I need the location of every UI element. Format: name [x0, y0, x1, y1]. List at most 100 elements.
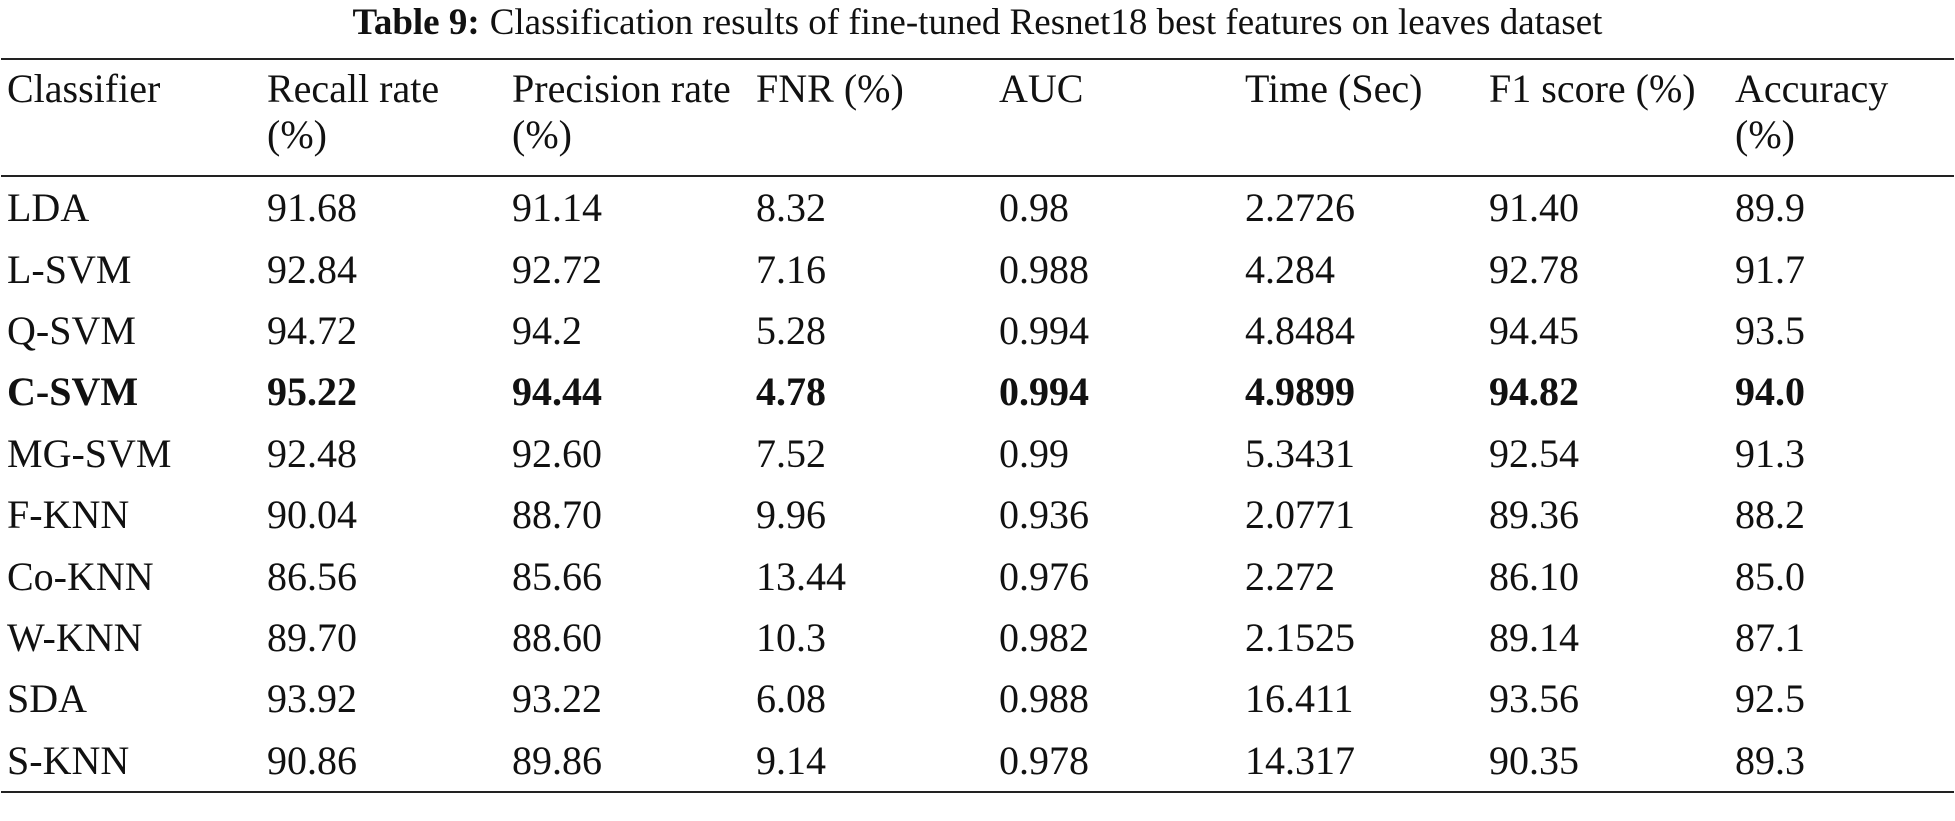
cell: 94.0: [1735, 369, 1805, 415]
cell: 93.5: [1735, 307, 1805, 353]
header-cell: AUC: [999, 66, 1084, 111]
header-cell: F1 score (%): [1489, 66, 1696, 111]
cell: 92.48: [267, 430, 357, 476]
cell: 8.32: [756, 185, 826, 231]
cell: 93.92: [267, 676, 357, 722]
cell: 2.0771: [1245, 492, 1355, 538]
cell: 2.2726: [1245, 185, 1355, 231]
cell: 7.52: [756, 430, 826, 476]
cell: 90.35: [1489, 737, 1579, 783]
row-label: MG-SVM: [7, 430, 172, 476]
cell: 5.28: [756, 307, 826, 353]
cell: 94.2: [512, 307, 582, 353]
cell: 91.40: [1489, 185, 1579, 231]
row-label: Co-KNN: [7, 553, 154, 599]
cell: 4.8484: [1245, 307, 1355, 353]
header-cell: Precision rate (%): [512, 66, 731, 157]
cell: 88.60: [512, 614, 602, 660]
table-row: LDA 91.68 91.14 8.32 0.98 2.2726 91.40 89.9: [1, 176, 1954, 238]
cell: 88.2: [1735, 492, 1805, 538]
cell: 92.5: [1735, 676, 1805, 722]
cell: 0.988: [999, 676, 1089, 722]
row-label: L-SVM: [7, 246, 132, 292]
cell: 90.86: [267, 737, 357, 783]
row-label: F-KNN: [7, 492, 130, 538]
header-cell: Classifier: [7, 66, 161, 111]
table-row: L-SVM 92.84 92.72 7.16 0.988 4.284 92.78 91.7: [1, 238, 1954, 299]
row-label: LDA: [7, 185, 90, 231]
cell: 88.70: [512, 492, 602, 538]
cell: 92.60: [512, 430, 602, 476]
table-header: Classifier Recall rate (%) Precision rate …: [1, 59, 1954, 176]
cell: 92.72: [512, 246, 602, 292]
cell: 2.1525: [1245, 614, 1355, 660]
cell: 0.994: [999, 307, 1089, 353]
table-row: W-KNN 89.70 88.60 10.3 0.982 2.1525 89.14 87.1: [1, 607, 1954, 668]
header-cell: Recall rate (%): [267, 66, 440, 157]
header-row: Classifier Recall rate (%) Precision rate …: [1, 59, 1954, 176]
cell: 94.82: [1489, 369, 1579, 415]
cell: 93.22: [512, 676, 602, 722]
row-label: Q-SVM: [7, 307, 136, 353]
cell: 0.994: [999, 369, 1089, 415]
cell: 5.3431: [1245, 430, 1355, 476]
results-table: Classifier Recall rate (%) Precision rate …: [1, 58, 1954, 793]
cell: 4.284: [1245, 246, 1335, 292]
cell: 90.04: [267, 492, 357, 538]
cell: 85.0: [1735, 553, 1805, 599]
row-label: W-KNN: [7, 614, 143, 660]
cell: 92.84: [267, 246, 357, 292]
table-row: Q-SVM 94.72 94.2 5.28 0.994 4.8484 94.45 93.5: [1, 300, 1954, 361]
cell: 7.16: [756, 246, 826, 292]
table-row: F-KNN 90.04 88.70 9.96 0.936 2.0771 89.36 88.2: [1, 484, 1954, 545]
cell: 0.936: [999, 492, 1089, 538]
table-row: Co-KNN 86.56 85.66 13.44 0.976 2.272 86.10 85.0: [1, 545, 1954, 606]
cell: 13.44: [756, 553, 846, 599]
cell: 16.411: [1245, 676, 1354, 722]
cell: 91.68: [267, 185, 357, 231]
table-title: Table 9: Classification results of fine-t…: [0, 0, 1955, 58]
cell: 14.317: [1245, 737, 1355, 783]
cell: 89.9: [1735, 185, 1805, 231]
table-caption: Classification results of fine-tuned Res…: [489, 2, 1603, 43]
cell: 92.78: [1489, 246, 1579, 292]
cell: 6.08: [756, 676, 826, 722]
cell: 93.56: [1489, 676, 1579, 722]
cell: 0.98: [999, 185, 1069, 231]
cell: 89.14: [1489, 614, 1579, 660]
table-row: S-KNN 90.86 89.86 9.14 0.978 14.317 90.35 89.3: [1, 730, 1954, 792]
cell: 9.14: [756, 737, 826, 783]
cell: 87.1: [1735, 614, 1805, 660]
cell: 92.54: [1489, 430, 1579, 476]
cell: 94.72: [267, 307, 357, 353]
cell: 86.56: [267, 553, 357, 599]
table-row: MG-SVM 92.48 92.60 7.52 0.99 5.3431 92.54 91.3: [1, 423, 1954, 484]
row-label: S-KNN: [7, 737, 130, 783]
cell: 89.3: [1735, 737, 1805, 783]
header-cell: FNR (%): [756, 66, 904, 111]
cell: 0.988: [999, 246, 1089, 292]
cell: 0.99: [999, 430, 1069, 476]
cell: 4.78: [756, 369, 826, 415]
cell: 94.45: [1489, 307, 1579, 353]
cell: 10.3: [756, 614, 826, 660]
table-row: SDA 93.92 93.22 6.08 0.988 16.411 93.56 92.5: [1, 668, 1954, 729]
cell: 89.70: [267, 614, 357, 660]
row-label: SDA: [7, 676, 88, 722]
cell: 85.66: [512, 553, 602, 599]
cell: 2.272: [1245, 553, 1335, 599]
cell: 91.3: [1735, 430, 1805, 476]
cell: 95.22: [267, 369, 357, 415]
header-cell: Time (Sec): [1245, 66, 1423, 111]
row-label: C-SVM: [7, 369, 139, 415]
cell: 91.14: [512, 185, 602, 231]
cell: 86.10: [1489, 553, 1579, 599]
header-cell: Accuracy (%): [1735, 66, 1889, 157]
table-row: C-SVM 95.22 94.44 4.78 0.994 4.9899 94.82 94.0: [1, 361, 1954, 422]
table-label: Table 9:: [352, 2, 480, 43]
cell: 9.96: [756, 492, 826, 538]
cell: 89.36: [1489, 492, 1579, 538]
cell: 4.9899: [1245, 369, 1355, 415]
cell: 94.44: [512, 369, 602, 415]
